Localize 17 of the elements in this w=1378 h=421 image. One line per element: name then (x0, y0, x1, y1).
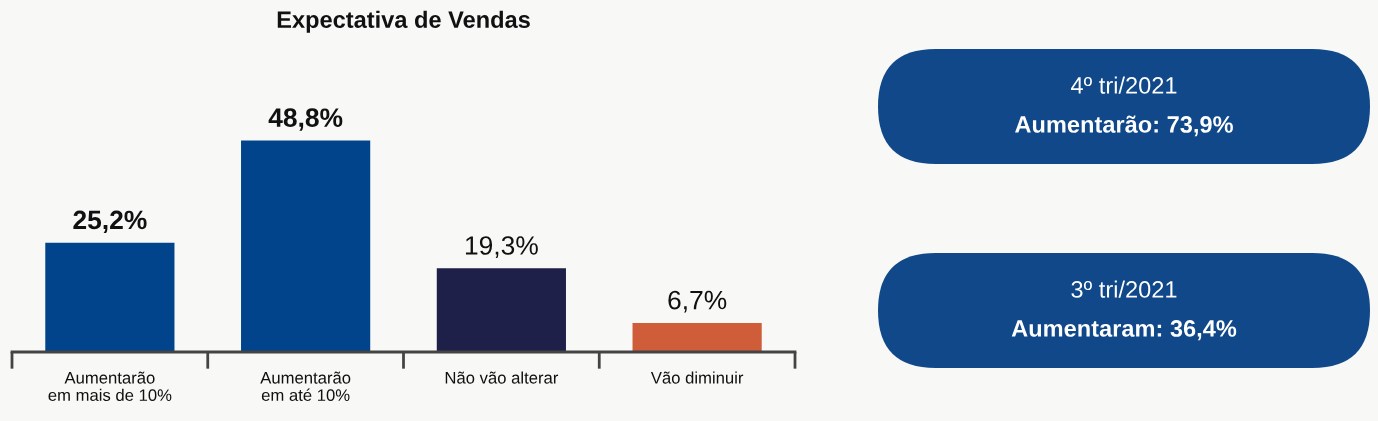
x-tick-label: Aumentarão em mais de 10% (48, 371, 172, 402)
bar (241, 140, 371, 352)
data-label: 25,2% (73, 210, 147, 234)
data-label: 19,3% (465, 236, 538, 258)
text: 4º tri/2021 (1071, 76, 1177, 94)
x-tick-label: Não vão alterar (445, 371, 559, 384)
chart-title: Expectativa de Vendas (277, 10, 530, 33)
data-label: 6,7% (668, 290, 727, 313)
x-tick-label: Vão diminuir (650, 371, 744, 384)
x-tick-label: Aumentarão em até 10% (260, 371, 351, 402)
text: Aumentaram: 36,4% (1011, 320, 1237, 341)
text: 3º tri/2021 (1071, 280, 1177, 298)
bar (436, 268, 566, 352)
bar (632, 322, 762, 352)
text: Aumentarão: 73,9% (1015, 115, 1233, 137)
bar (45, 242, 175, 352)
data-label: 48,8% (268, 108, 343, 131)
